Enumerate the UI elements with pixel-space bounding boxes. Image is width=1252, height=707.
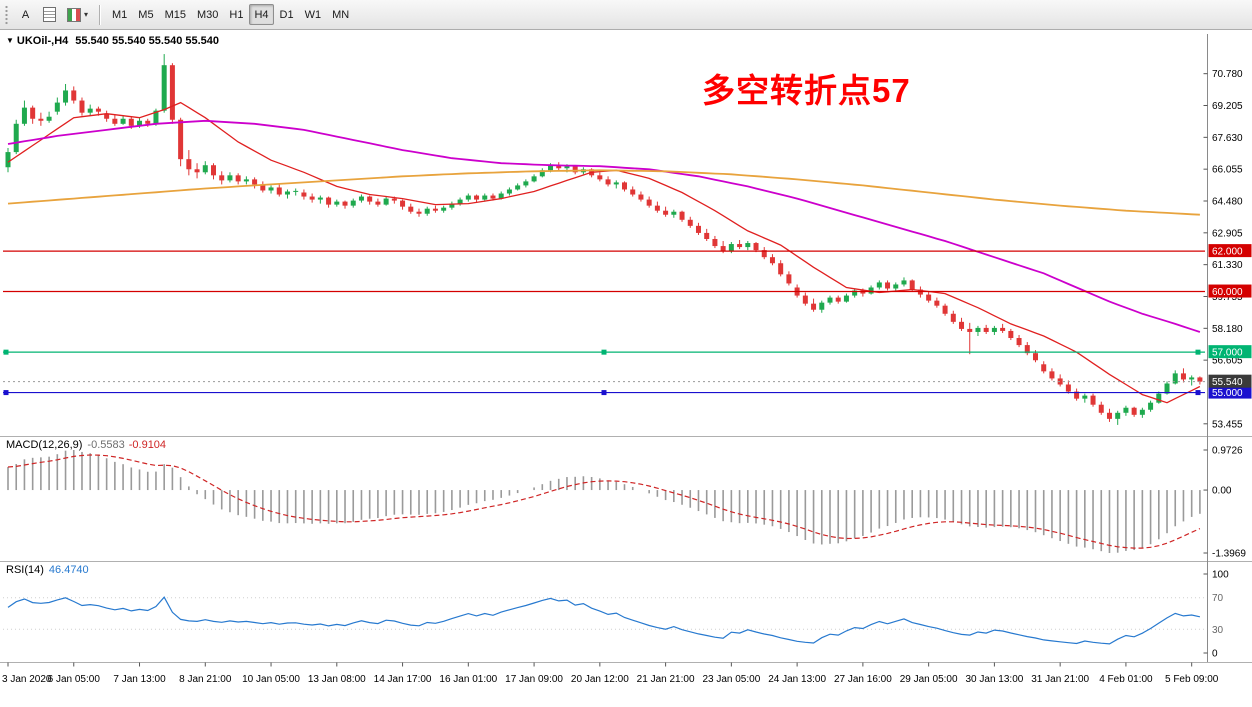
svg-text:60.000: 60.000 bbox=[1212, 287, 1243, 298]
macd-label: MACD(12,26,9) bbox=[6, 439, 83, 451]
ma-medium[interactable] bbox=[7, 119, 1201, 333]
timeframe-button-m15[interactable]: M15 bbox=[160, 4, 191, 25]
svg-text:24 Jan 13:00: 24 Jan 13:00 bbox=[768, 674, 826, 685]
timeframe-button-w1[interactable]: W1 bbox=[300, 4, 327, 25]
svg-text:21 Jan 21:00: 21 Jan 21:00 bbox=[637, 674, 695, 685]
svg-text:16 Jan 01:00: 16 Jan 01:00 bbox=[439, 674, 497, 685]
timeframe-button-m5[interactable]: M5 bbox=[133, 4, 158, 25]
svg-text:13 Jan 08:00: 13 Jan 08:00 bbox=[308, 674, 366, 685]
svg-text:0.9726: 0.9726 bbox=[1212, 446, 1243, 457]
rsi-label: RSI(14) bbox=[6, 564, 44, 576]
timeframe-button-m30[interactable]: M30 bbox=[192, 4, 223, 25]
chart-svg[interactable]: 70.780 69.205 67.630 66.055 64.480 62.905 61.3… bbox=[0, 30, 1252, 702]
svg-text:57.000: 57.000 bbox=[1212, 348, 1243, 359]
svg-text:20 Jan 12:00: 20 Jan 12:00 bbox=[571, 674, 629, 685]
svg-text:5 Feb 09:00: 5 Feb 09:00 bbox=[1165, 674, 1219, 685]
svg-text:7 Jan 13:00: 7 Jan 13:00 bbox=[113, 674, 166, 685]
toolbar: A ▾ M1 M5 M15 M30 H1 H4 D1 W1 MN bbox=[0, 0, 1252, 30]
annotation-text[interactable]: 多空转折点57 bbox=[702, 72, 911, 109]
macd-signal-line bbox=[7, 454, 1201, 549]
chart-canvas[interactable]: 70.780 69.205 67.630 66.055 64.480 62.905 61.3… bbox=[0, 30, 1252, 702]
svg-text:0.00: 0.00 bbox=[1212, 486, 1232, 497]
moving-average-lines bbox=[7, 101, 1201, 404]
chart-tools-icon bbox=[67, 7, 81, 22]
svg-text:8 Jan 21:00: 8 Jan 21:00 bbox=[179, 674, 232, 685]
svg-text:3 Jan 2020: 3 Jan 2020 bbox=[2, 674, 52, 685]
svg-text:14 Jan 17:00: 14 Jan 17:00 bbox=[374, 674, 432, 685]
svg-text:62.000: 62.000 bbox=[1212, 247, 1243, 258]
toolbar-grip[interactable] bbox=[4, 4, 9, 25]
svg-text:100: 100 bbox=[1212, 570, 1229, 581]
svg-text:53.455: 53.455 bbox=[1212, 419, 1243, 430]
chart-tools-dropdown[interactable]: ▾ bbox=[62, 4, 93, 25]
svg-text:64.480: 64.480 bbox=[1212, 196, 1243, 207]
svg-text:70: 70 bbox=[1212, 593, 1224, 604]
horizontal-lines[interactable] bbox=[3, 250, 1205, 396]
panel-frames bbox=[0, 34, 1252, 663]
svg-text:29 Jan 05:00: 29 Jan 05:00 bbox=[900, 674, 958, 685]
svg-text:10 Jan 05:00: 10 Jan 05:00 bbox=[242, 674, 300, 685]
svg-text:67.630: 67.630 bbox=[1212, 133, 1243, 144]
timeframe-button-h4[interactable]: H4 bbox=[249, 4, 274, 25]
svg-text:30: 30 bbox=[1212, 625, 1224, 636]
rsi-value: 46.4740 bbox=[48, 564, 89, 576]
macd-signal-value: -0.9104 bbox=[128, 439, 167, 451]
svg-text:61.330: 61.330 bbox=[1212, 260, 1243, 271]
svg-text:62.905: 62.905 bbox=[1212, 228, 1243, 239]
svg-text:56.605: 56.605 bbox=[1212, 356, 1243, 367]
svg-text:55.000: 55.000 bbox=[1212, 388, 1243, 399]
price-axis[interactable]: 70.780 69.205 67.630 66.055 64.480 62.905 61.3… bbox=[1203, 69, 1252, 430]
timeframe-button-d1[interactable]: D1 bbox=[275, 4, 299, 25]
svg-text:66.055: 66.055 bbox=[1212, 165, 1243, 176]
ma-fast[interactable] bbox=[7, 101, 1201, 404]
chart-window-icon bbox=[43, 7, 56, 22]
candles bbox=[5, 54, 1203, 425]
macd-panel: 0.9726 0.00 -1.3969 bbox=[7, 446, 1246, 560]
svg-text:55.540: 55.540 bbox=[1212, 377, 1243, 388]
macd-main-value: -0.5583 bbox=[87, 439, 125, 451]
chart-window-button[interactable] bbox=[38, 4, 61, 25]
svg-text:58.180: 58.180 bbox=[1212, 324, 1243, 335]
symbol-dropdown-icon[interactable]: ▼ bbox=[6, 36, 14, 45]
timeframe-button-h1[interactable]: H1 bbox=[224, 4, 248, 25]
timeframe-button-m1[interactable]: M1 bbox=[107, 4, 132, 25]
svg-text:0: 0 bbox=[1212, 649, 1218, 660]
svg-text:-1.3969: -1.3969 bbox=[1212, 549, 1246, 560]
rsi-header: RSI(14) 46.4740 bbox=[6, 564, 89, 576]
macd-header: MACD(12,26,9) -0.5583 -0.9104 bbox=[6, 439, 166, 451]
svg-text:70.780: 70.780 bbox=[1212, 69, 1243, 80]
symbol-period-label: UKOil-,H4 bbox=[16, 35, 69, 47]
chart-title: ▼ UKOil-,H4 55.540 55.540 55.540 55.540 bbox=[6, 35, 219, 47]
svg-text:23 Jan 05:00: 23 Jan 05:00 bbox=[702, 674, 760, 685]
svg-text:69.205: 69.205 bbox=[1212, 101, 1243, 112]
rsi-panel: 70 30 100 0 bbox=[3, 570, 1229, 660]
ma-slow[interactable] bbox=[7, 169, 1200, 216]
svg-text:4 Feb 01:00: 4 Feb 01:00 bbox=[1099, 674, 1153, 685]
text-tool-button[interactable]: A bbox=[14, 4, 37, 25]
svg-text:27 Jan 16:00: 27 Jan 16:00 bbox=[834, 674, 892, 685]
ohlc-values: 55.540 55.540 55.540 55.540 bbox=[75, 35, 220, 47]
svg-text:31 Jan 21:00: 31 Jan 21:00 bbox=[1031, 674, 1089, 685]
svg-text:17 Jan 09:00: 17 Jan 09:00 bbox=[505, 674, 563, 685]
svg-text:30 Jan 13:00: 30 Jan 13:00 bbox=[965, 674, 1023, 685]
rsi-line bbox=[7, 596, 1201, 645]
toolbar-separator bbox=[99, 4, 102, 25]
timeframe-button-mn[interactable]: MN bbox=[327, 4, 354, 25]
dropdown-arrow-icon: ▾ bbox=[84, 9, 89, 19]
svg-text:6 Jan 05:00: 6 Jan 05:00 bbox=[48, 674, 101, 685]
